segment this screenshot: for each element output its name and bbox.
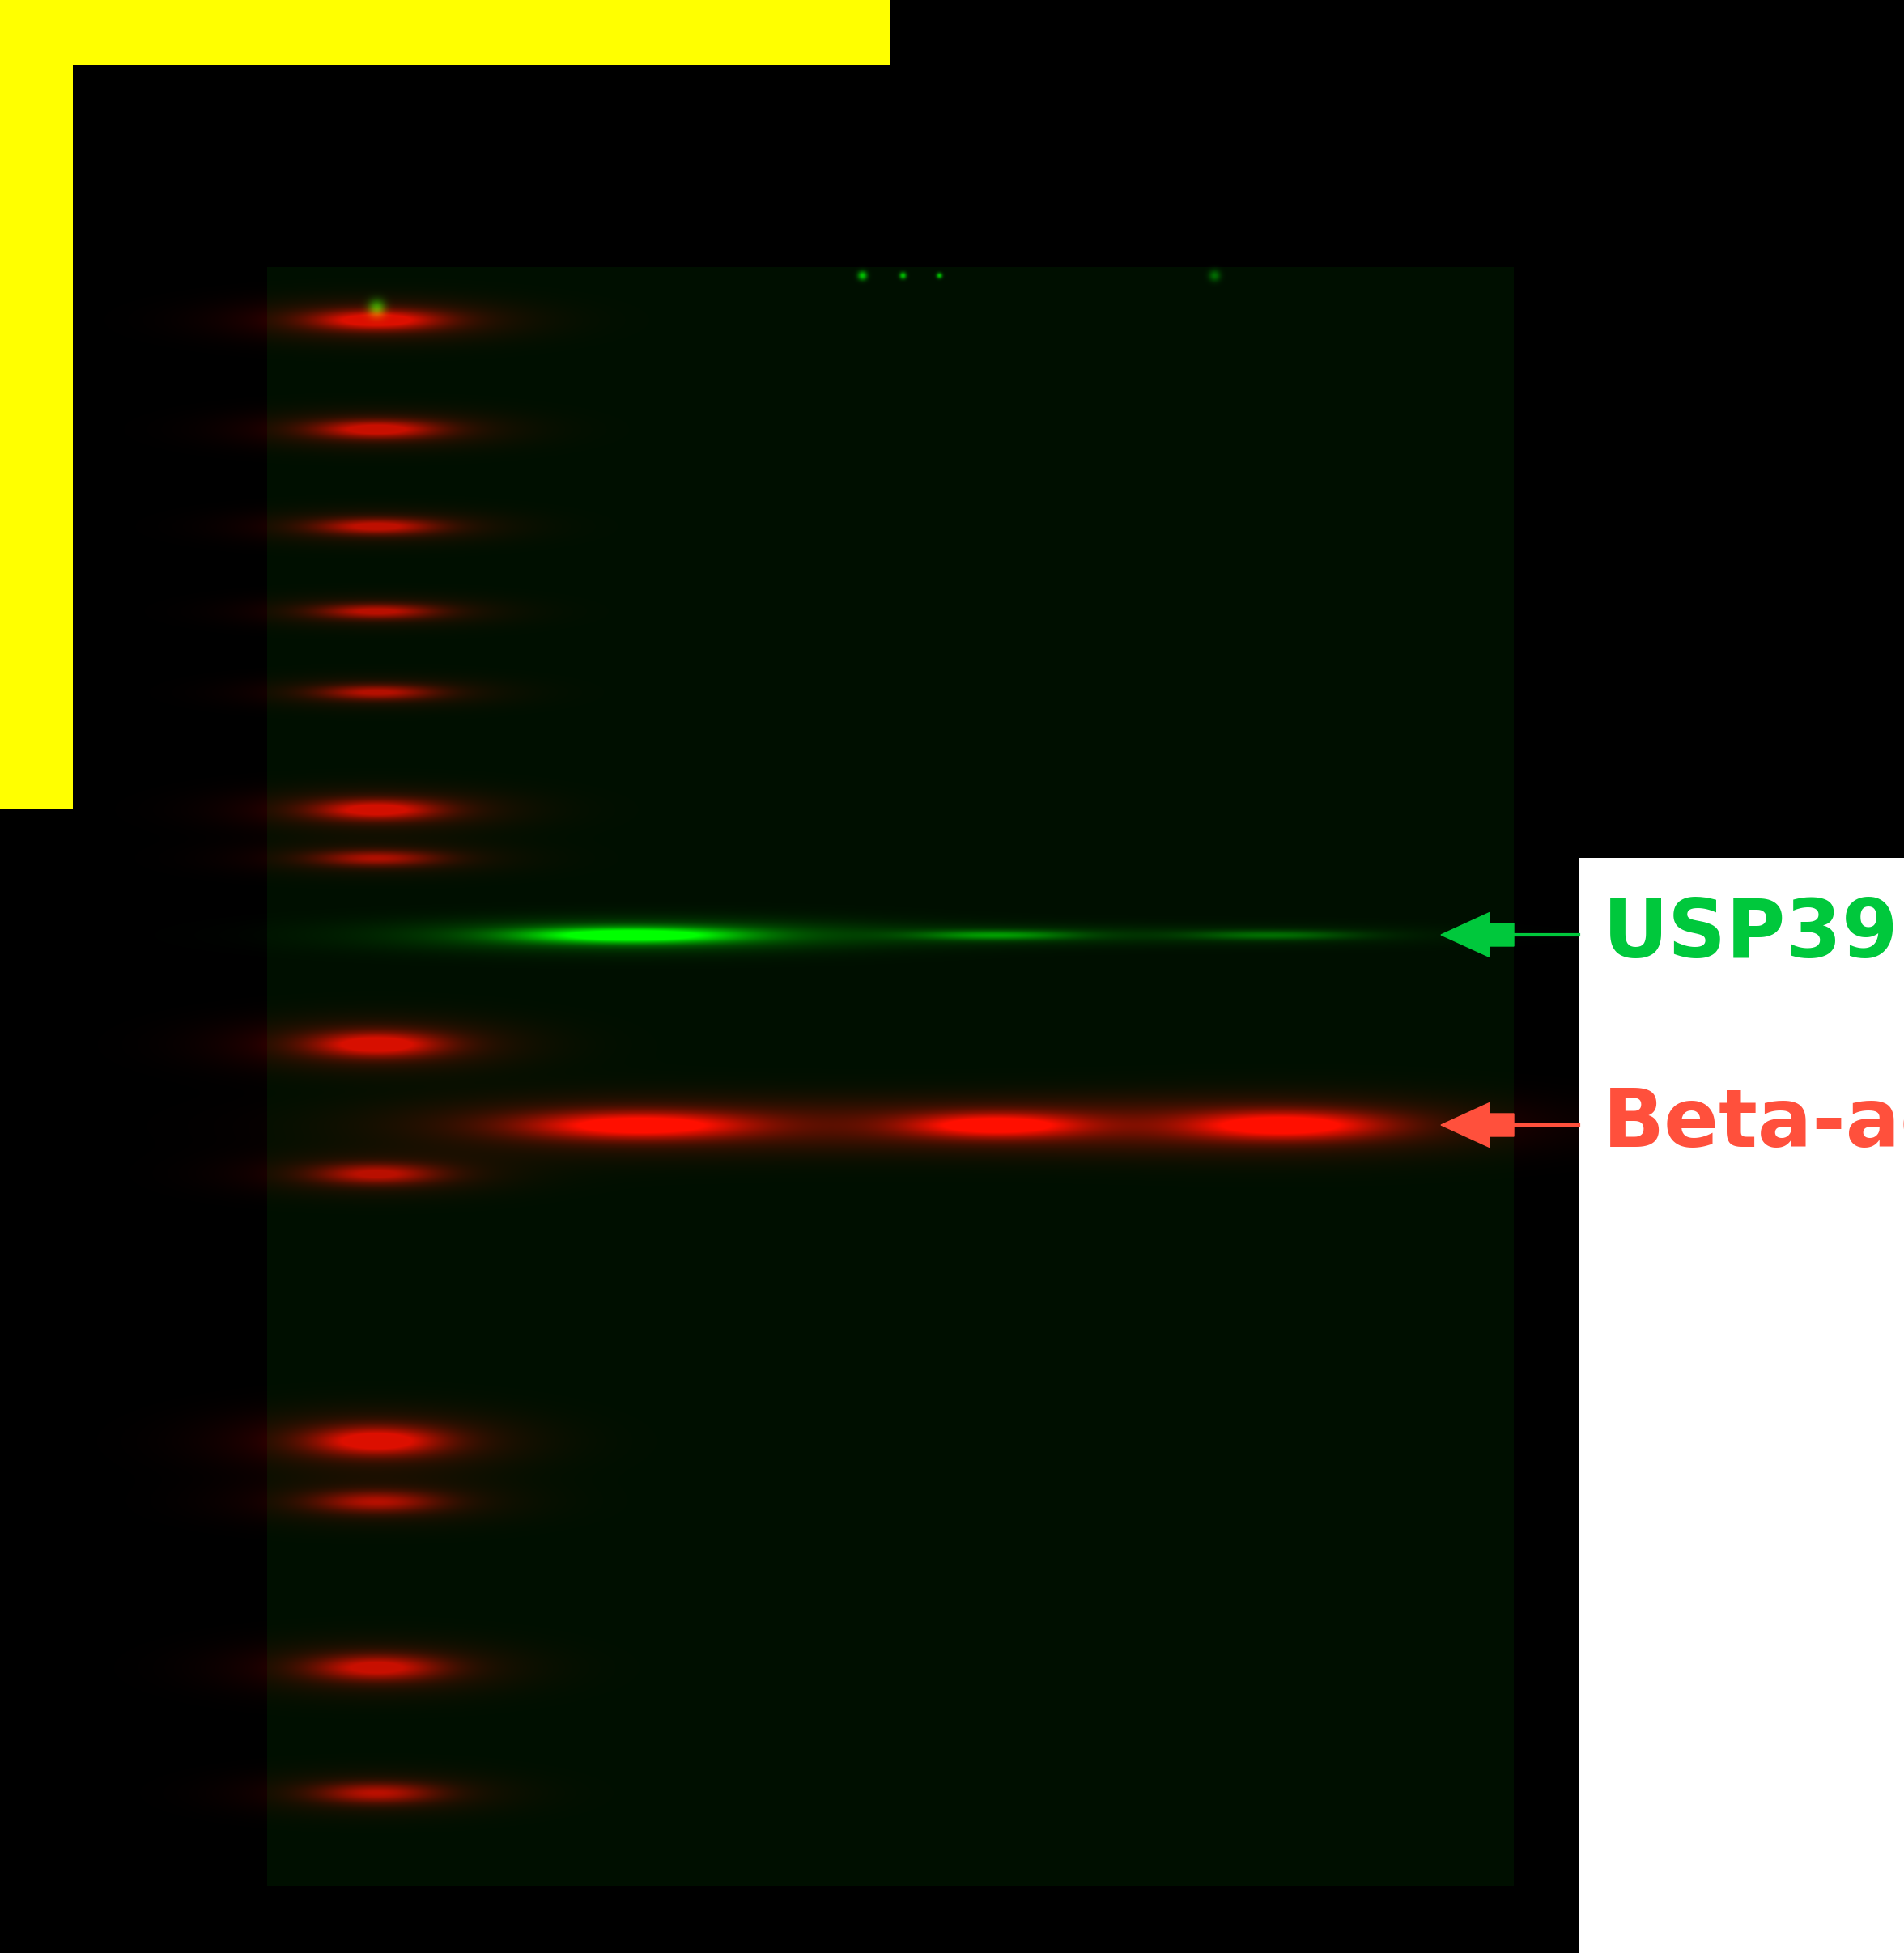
FancyArrow shape xyxy=(1441,1103,1514,1146)
Text: USP39: USP39 xyxy=(1603,896,1898,975)
Text: Beta-actin: Beta-actin xyxy=(1603,1086,1904,1164)
FancyArrow shape xyxy=(1441,912,1514,957)
